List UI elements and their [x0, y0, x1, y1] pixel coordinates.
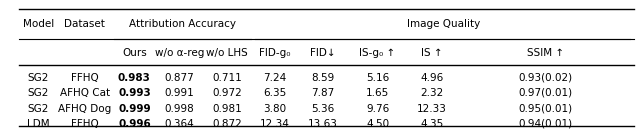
Text: 13.63: 13.63 — [308, 119, 338, 129]
Text: 0.972: 0.972 — [212, 88, 242, 98]
Text: 5.36: 5.36 — [312, 104, 335, 113]
Text: w/o α-reg: w/o α-reg — [154, 48, 204, 58]
Text: 8.59: 8.59 — [312, 73, 335, 83]
Text: FFHQ: FFHQ — [71, 119, 99, 129]
Text: 2.32: 2.32 — [420, 88, 444, 98]
Text: FID-g₀: FID-g₀ — [259, 48, 291, 58]
Text: 0.877: 0.877 — [164, 73, 194, 83]
Text: 4.96: 4.96 — [420, 73, 444, 83]
Text: 0.999: 0.999 — [118, 104, 150, 113]
Text: SG2: SG2 — [28, 88, 49, 98]
Text: 4.35: 4.35 — [420, 119, 444, 129]
Text: SG2: SG2 — [28, 104, 49, 113]
Text: 1.65: 1.65 — [366, 88, 389, 98]
Text: IS-g₀ ↑: IS-g₀ ↑ — [360, 48, 396, 58]
Text: w/o LHS: w/o LHS — [206, 48, 248, 58]
Text: FFHQ: FFHQ — [71, 73, 99, 83]
Text: FID↓: FID↓ — [310, 48, 336, 58]
Text: AFHQ Cat: AFHQ Cat — [60, 88, 110, 98]
Text: 4.50: 4.50 — [366, 119, 389, 129]
Text: 0.95(0.01): 0.95(0.01) — [518, 104, 573, 113]
Text: 0.97(0.01): 0.97(0.01) — [518, 88, 573, 98]
Text: 0.983: 0.983 — [118, 73, 151, 83]
Text: Attribution Accuracy: Attribution Accuracy — [129, 19, 236, 29]
Text: 12.33: 12.33 — [417, 104, 447, 113]
Text: 0.364: 0.364 — [164, 119, 194, 129]
Text: AFHQ Dog: AFHQ Dog — [58, 104, 111, 113]
Text: 0.993: 0.993 — [118, 88, 151, 98]
Text: 0.998: 0.998 — [164, 104, 194, 113]
Text: Dataset: Dataset — [65, 19, 105, 29]
Text: 9.76: 9.76 — [366, 104, 389, 113]
Text: LDM: LDM — [27, 119, 50, 129]
Text: 5.16: 5.16 — [366, 73, 389, 83]
Text: 7.24: 7.24 — [264, 73, 287, 83]
Text: Model: Model — [23, 19, 54, 29]
Text: 6.35: 6.35 — [264, 88, 287, 98]
Text: 0.872: 0.872 — [212, 119, 242, 129]
Text: 0.991: 0.991 — [164, 88, 194, 98]
Text: 0.93(0.02): 0.93(0.02) — [518, 73, 573, 83]
Text: SG2: SG2 — [28, 73, 49, 83]
Text: IS ↑: IS ↑ — [421, 48, 443, 58]
Text: Ours: Ours — [122, 48, 147, 58]
Text: 0.981: 0.981 — [212, 104, 242, 113]
Text: 0.94(0.01): 0.94(0.01) — [518, 119, 573, 129]
Text: 12.34: 12.34 — [260, 119, 290, 129]
Text: Image Quality: Image Quality — [406, 19, 480, 29]
Text: 3.80: 3.80 — [264, 104, 287, 113]
Text: 7.87: 7.87 — [312, 88, 335, 98]
Text: SSIM ↑: SSIM ↑ — [527, 48, 564, 58]
Text: 0.996: 0.996 — [118, 119, 151, 129]
Text: 0.711: 0.711 — [212, 73, 242, 83]
